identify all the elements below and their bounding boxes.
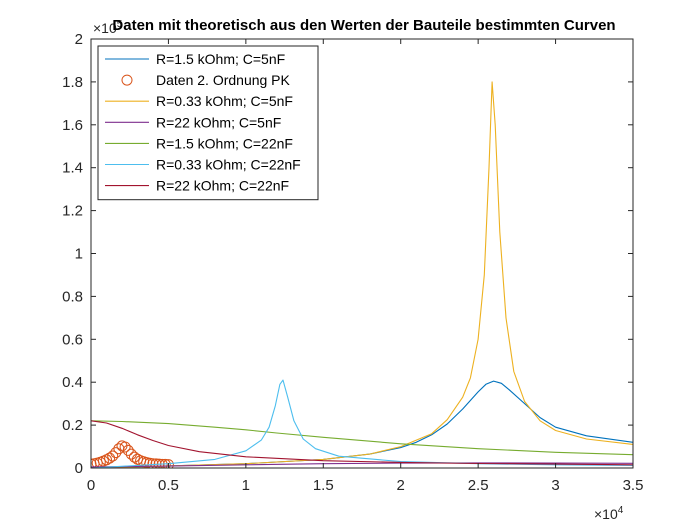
data-point [144, 457, 156, 468]
legend-label: R=1.5 kOhm; C=22nF [156, 135, 293, 151]
data-point [147, 458, 159, 468]
y-tick-label: 1.2 [62, 203, 83, 220]
y-tick-label: 0.2 [62, 417, 83, 434]
series-line-3 [91, 462, 633, 468]
x-tick-label: 1 [242, 477, 250, 494]
y-tick-label: 0.4 [62, 374, 83, 391]
series-line-5 [91, 379, 633, 468]
legend: R=1.5 kOhm; C=5nF Daten 2. Ordnung PK R=0.… [97, 45, 319, 201]
y-tick-label: 1.4 [62, 160, 83, 177]
x-tick-label: 2.5 [468, 477, 489, 494]
x-multiplier-base: ×10 [594, 506, 618, 522]
x-tick-label: 1.5 [313, 477, 334, 494]
x-multiplier-exponent: 4 [618, 505, 624, 516]
x-tick-label: 3 [551, 477, 559, 494]
y-tick-label: 0.8 [62, 288, 83, 305]
x-tick-label: 3.5 [623, 477, 644, 494]
data-point [119, 441, 131, 453]
axes: 0 0.5 1 1.5 2 2.5 3 3.5 0 0.2 0.4 0.6 0.8 1 1.2 1.4 1.6 1… [62, 19, 643, 522]
legend-label: R=0.33 kOhm; C=5nF [156, 93, 293, 109]
data-point [128, 451, 140, 463]
legend-label: R=0.33 kOhm; C=22nF [156, 157, 301, 173]
legend-label: R=1.5 kOhm; C=5nF [156, 51, 285, 67]
legend-swatch [121, 74, 133, 86]
y-tick-label: 1 [75, 246, 83, 263]
data-point [122, 444, 134, 456]
y-axis-multiplier: ×105 [93, 19, 123, 36]
y-tick-label: 0.6 [62, 331, 83, 348]
y-multiplier-base: ×10 [93, 20, 117, 36]
series-line-2 [91, 81, 633, 468]
chart-title: Daten mit theoretisch aus den Werten der… [112, 17, 615, 34]
series-line-4 [91, 420, 633, 456]
data-point [107, 450, 119, 462]
x-tick-label: 0 [87, 477, 95, 494]
legend-label: R=22 kOhm; C=22nF [156, 178, 289, 194]
x-axis-multiplier: ×104 [594, 505, 624, 522]
legend-label: R=22 kOhm; C=5nF [156, 114, 281, 130]
legend-label: Daten 2. Ordnung PK [156, 72, 291, 88]
y-tick-label: 1.8 [62, 74, 83, 91]
x-tick-label: 0.5 [158, 477, 179, 494]
data-point [162, 459, 174, 468]
data-point [104, 452, 116, 464]
y-tick-label: 2 [75, 31, 83, 48]
y-tick-label: 1.6 [62, 117, 83, 134]
y-tick-label: 0 [75, 460, 83, 477]
x-tick-label: 2 [397, 477, 405, 494]
y-multiplier-exponent: 5 [117, 19, 123, 30]
data-point [110, 447, 122, 459]
